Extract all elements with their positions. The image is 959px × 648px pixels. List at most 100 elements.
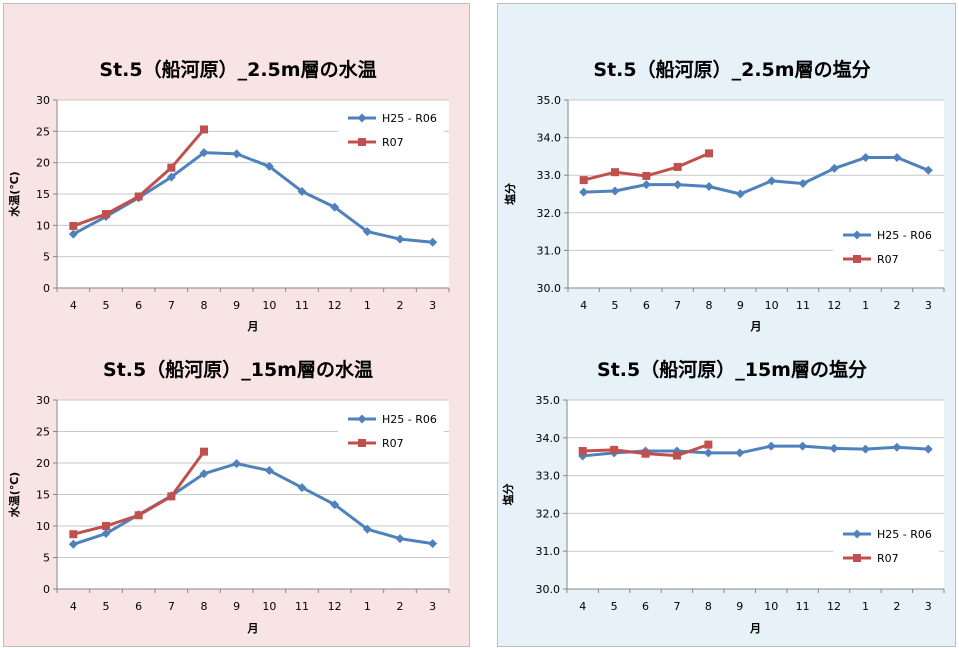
x-tick-label: 3 [429, 299, 436, 312]
data-point [704, 440, 713, 449]
x-tick-label: 10 [262, 299, 276, 312]
x-tick-label: 1 [862, 299, 869, 312]
data-point [297, 483, 307, 493]
data-point [923, 444, 933, 454]
data-point [199, 148, 209, 158]
x-tick-label: 8 [201, 299, 208, 312]
y-tick-label: 5 [43, 251, 50, 264]
x-tick-label: 3 [925, 299, 932, 312]
y-tick-label: 0 [43, 583, 50, 596]
x-tick-label: 2 [894, 299, 901, 312]
legend-label: R07 [877, 253, 899, 266]
data-point [232, 149, 242, 159]
y-tick-label: 33.0 [537, 169, 562, 182]
series-2 [69, 125, 208, 230]
chart-title: St.5（船河原）_15m層の塩分 [597, 358, 867, 381]
x-tick-label: 7 [673, 600, 680, 613]
x-tick-label: 8 [201, 600, 208, 613]
x-tick-label: 7 [674, 299, 681, 312]
y-tick-label: 25 [36, 426, 50, 439]
y-tick-label: 32.0 [537, 207, 562, 220]
data-point [672, 451, 681, 460]
x-tick-label: 1 [862, 600, 869, 613]
series-1 [579, 153, 933, 199]
data-point [673, 162, 682, 171]
x-tick-label: 12 [827, 299, 841, 312]
chart-2: St.5（船河原）_2.5m層の塩分30.031.032.033.034.035… [503, 58, 945, 333]
y-axis-label: 塩分 [503, 183, 517, 205]
y-tick-label: 30 [36, 394, 50, 407]
y-tick-label: 15 [36, 188, 50, 201]
data-point [102, 522, 110, 530]
legend-label: H25 - R06 [877, 528, 932, 541]
data-point [610, 445, 619, 454]
y-tick-label: 30 [36, 94, 50, 107]
legend: H25 - R06 R07 [833, 221, 939, 273]
x-axis-label: 月 [247, 320, 259, 333]
y-tick-label: 34.0 [536, 432, 561, 445]
x-tick-label: 9 [737, 299, 744, 312]
x-tick-label: 11 [295, 299, 309, 312]
x-tick-label: 11 [796, 299, 810, 312]
x-tick-label: 4 [70, 299, 77, 312]
x-tick-label: 6 [643, 299, 650, 312]
legend-label: R07 [877, 552, 899, 565]
y-tick-label: 10 [36, 219, 50, 232]
y-axis-label: 塩分 [501, 484, 515, 506]
x-tick-label: 5 [103, 299, 110, 312]
x-tick-label: 1 [364, 299, 371, 312]
legend-marker [357, 414, 367, 424]
legend-marker [358, 138, 366, 146]
data-point [704, 181, 714, 191]
legend-box [338, 405, 444, 457]
chart-title: St.5（船河原）_2.5m層の水温 [99, 58, 376, 81]
chart-4: St.5（船河原）_15m層の塩分 30.0 31.0 32.0 33.0 34.0 35.… [501, 358, 945, 635]
data-point [767, 176, 777, 186]
series-2 [69, 447, 208, 539]
data-point [579, 187, 589, 197]
x-tick-label: 7 [168, 299, 175, 312]
data-point [611, 168, 619, 177]
legend-box [833, 520, 939, 572]
y-tick-label: 31.0 [536, 545, 561, 558]
legend-marker [358, 439, 366, 447]
data-point [134, 192, 143, 201]
series-line [582, 444, 929, 458]
chart-title: St.5（船河原）_15m層の水温 [103, 358, 373, 381]
series-2 [579, 149, 713, 185]
chart-title: St.5（船河原）_2.5m層の塩分 [593, 58, 870, 81]
data-point [703, 448, 713, 458]
y-tick-label: 25 [36, 125, 50, 138]
series-line [583, 156, 929, 196]
data-point [330, 500, 340, 510]
y-tick-label: 30.0 [537, 282, 562, 295]
legend: H25 - R06 R07 [833, 520, 939, 572]
data-point [923, 165, 933, 175]
x-tick-label: 5 [611, 600, 618, 613]
legend-marker [852, 230, 862, 240]
x-tick-label: 12 [328, 600, 342, 613]
y-axis-label: 水温(℃) [7, 472, 21, 517]
legend-label: R07 [382, 136, 404, 149]
data-point [428, 539, 438, 549]
x-tick-label: 8 [705, 600, 712, 613]
data-point [642, 171, 651, 180]
x-tick-label: 4 [70, 600, 77, 613]
data-point [200, 447, 208, 456]
data-point [861, 153, 871, 163]
data-point [68, 229, 78, 239]
y-tick-label: 30.0 [536, 583, 561, 596]
data-point [200, 125, 208, 134]
legend-label: H25 - R06 [382, 413, 437, 426]
x-tick-label: 6 [135, 299, 142, 312]
data-point [362, 227, 372, 237]
data-point [166, 172, 176, 182]
x-tick-label: 7 [168, 600, 175, 613]
x-tick-label: 9 [736, 600, 743, 613]
x-tick-label: 6 [642, 600, 649, 613]
y-axis-label: 水温(℃) [7, 171, 21, 216]
x-tick-label: 5 [612, 299, 619, 312]
y-tick-label: 34.0 [537, 132, 562, 145]
